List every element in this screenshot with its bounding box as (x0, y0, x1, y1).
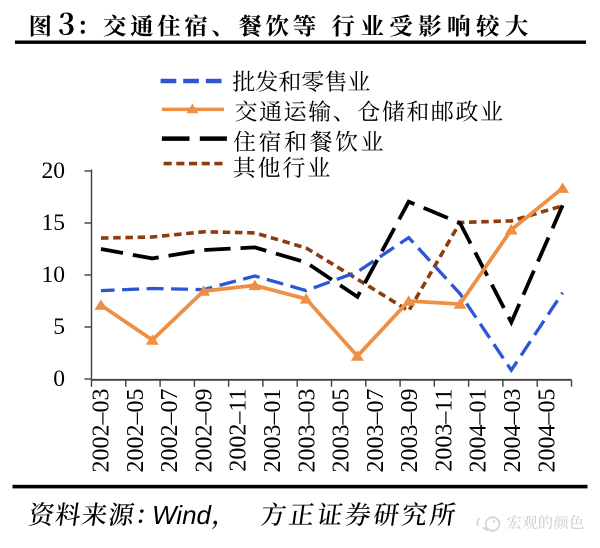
svg-text:15: 15 (42, 210, 66, 236)
svg-text:2002–05: 2002–05 (123, 389, 149, 473)
svg-text:2003–03: 2003–03 (294, 389, 320, 473)
svg-text:10: 10 (42, 262, 66, 288)
svg-text:0: 0 (53, 366, 65, 392)
svg-text:2003–09: 2003–09 (397, 389, 423, 473)
svg-text:2002–09: 2002–09 (192, 389, 218, 473)
svg-text:2002–03: 2002–03 (89, 389, 115, 473)
svg-text:2004–05: 2004–05 (534, 389, 560, 473)
svg-text:Wind: Wind (152, 500, 213, 530)
svg-text:2004–01: 2004–01 (466, 389, 492, 473)
svg-text:2003–11: 2003–11 (431, 389, 457, 472)
svg-text:2003–05: 2003–05 (329, 389, 355, 473)
svg-text:2003–07: 2003–07 (363, 389, 389, 473)
svg-text:2003–01: 2003–01 (260, 389, 286, 473)
svg-text:2002–11: 2002–11 (226, 389, 252, 472)
svg-text:5: 5 (53, 314, 65, 340)
svg-text:2002–07: 2002–07 (157, 389, 183, 473)
svg-text:2004–03: 2004–03 (500, 389, 526, 473)
svg-text:20: 20 (42, 158, 66, 184)
